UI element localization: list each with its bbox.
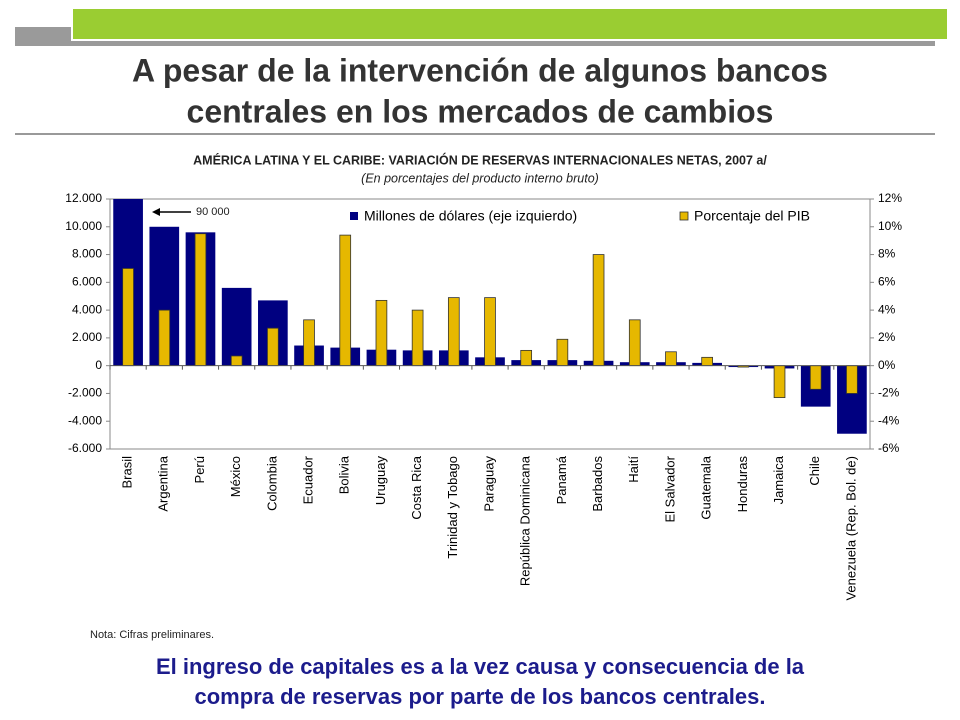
- x-tick-label: Barbados: [590, 456, 605, 512]
- y-tick-label: 12.000: [65, 191, 102, 205]
- y2-tick-label: -2%: [878, 386, 900, 400]
- y-tick-label: -4.000: [68, 413, 102, 427]
- x-tick-label: Chile: [807, 456, 822, 486]
- bar: [592, 254, 605, 367]
- bar: [411, 309, 424, 367]
- bar: [701, 356, 713, 367]
- y-tick-label: 6.000: [72, 275, 102, 289]
- bar: [194, 233, 207, 367]
- y-tick-label: -6.000: [68, 441, 102, 455]
- chart-title: AMÉRICA LATINA Y EL CARIBE: VARIACIÓN DE…: [193, 152, 767, 167]
- plot-frame: [109, 198, 871, 450]
- x-tick-label: Ecuador: [300, 455, 315, 504]
- x-tick-label: El Salvador: [662, 455, 677, 522]
- bar: [221, 287, 252, 366]
- x-tick-label: Costa Rica: [409, 455, 424, 519]
- y2-tick-label: 10%: [878, 219, 902, 233]
- bar: [484, 297, 496, 367]
- annotation: 90 000: [196, 206, 230, 218]
- y2-tick-label: 8%: [878, 247, 896, 261]
- x-tick-label: Haití: [626, 456, 641, 483]
- y2-tick-label: -6%: [878, 441, 900, 455]
- y2-tick-label: 0%: [878, 358, 896, 372]
- bar: [122, 268, 134, 367]
- footer-text: compra de reservas por parte de los banc…: [194, 684, 765, 709]
- y2-tick-label: 12%: [878, 191, 902, 205]
- bar: [447, 297, 460, 367]
- bar: [773, 365, 786, 399]
- bar: [267, 327, 279, 367]
- y-tick-label: 10.000: [65, 219, 102, 233]
- chart-subtitle: (En porcentajes del producto interno bru…: [361, 171, 599, 185]
- bar: [846, 365, 858, 394]
- x-tick-label: México: [228, 456, 243, 497]
- y-tick-label: 4.000: [72, 302, 102, 316]
- x-tick-label: Panamá: [554, 455, 569, 504]
- legend-swatch: [350, 212, 358, 220]
- x-tick-label: Colombia: [264, 455, 279, 511]
- bar: [556, 338, 569, 367]
- footer-text: El ingreso de capitales es a la vez caus…: [156, 654, 805, 679]
- header-accent: [71, 7, 949, 41]
- bar: [339, 234, 352, 367]
- x-tick-label: República Dominicana: [518, 455, 533, 586]
- bar: [809, 365, 822, 390]
- y-tick-label: -2.000: [68, 386, 102, 400]
- x-tick-label: Jamaica: [771, 455, 786, 504]
- note: Nota: Cifras preliminares.: [90, 629, 214, 641]
- x-tick-label: Brasil: [120, 456, 135, 489]
- x-tick-label: Guatemala: [699, 455, 714, 519]
- y2-tick-label: 4%: [878, 302, 896, 316]
- annotation-arrowhead: [152, 208, 160, 216]
- y-tick-label: 0: [95, 358, 102, 372]
- bar: [230, 355, 243, 367]
- bar: [665, 351, 677, 367]
- bar: [520, 349, 533, 367]
- x-tick-label: Venezuela (Rep. Bol. de): [843, 456, 858, 601]
- x-tick-label: Uruguay: [373, 456, 388, 506]
- bar: [303, 319, 315, 367]
- y2-tick-label: 6%: [878, 275, 896, 289]
- x-tick-label: Honduras: [735, 456, 750, 513]
- y2-tick-label: -4%: [878, 413, 900, 427]
- bar: [158, 309, 171, 367]
- x-tick-label: Paraguay: [481, 456, 496, 512]
- slide-title: A pesar de la intervención de algunos ba…: [132, 52, 828, 88]
- x-tick-label: Bolivia: [337, 455, 352, 494]
- x-tick-label: Trinidad y Tobago: [445, 456, 460, 559]
- legend-label: Millones de dólares (eje izquierdo): [364, 208, 577, 224]
- x-tick-label: Perú: [192, 456, 207, 483]
- y-tick-label: 2.000: [72, 330, 102, 344]
- bar: [628, 319, 641, 367]
- legend-label: Porcentaje del PIB: [694, 208, 810, 224]
- y-tick-label: 8.000: [72, 247, 102, 261]
- plot-area: [113, 199, 867, 434]
- legend-swatch: [679, 211, 689, 221]
- slide-title: centrales en los mercados de cambios: [187, 93, 774, 129]
- bar: [375, 299, 388, 367]
- y2-tick-label: 2%: [878, 330, 896, 344]
- x-tick-label: Argentina: [156, 455, 171, 511]
